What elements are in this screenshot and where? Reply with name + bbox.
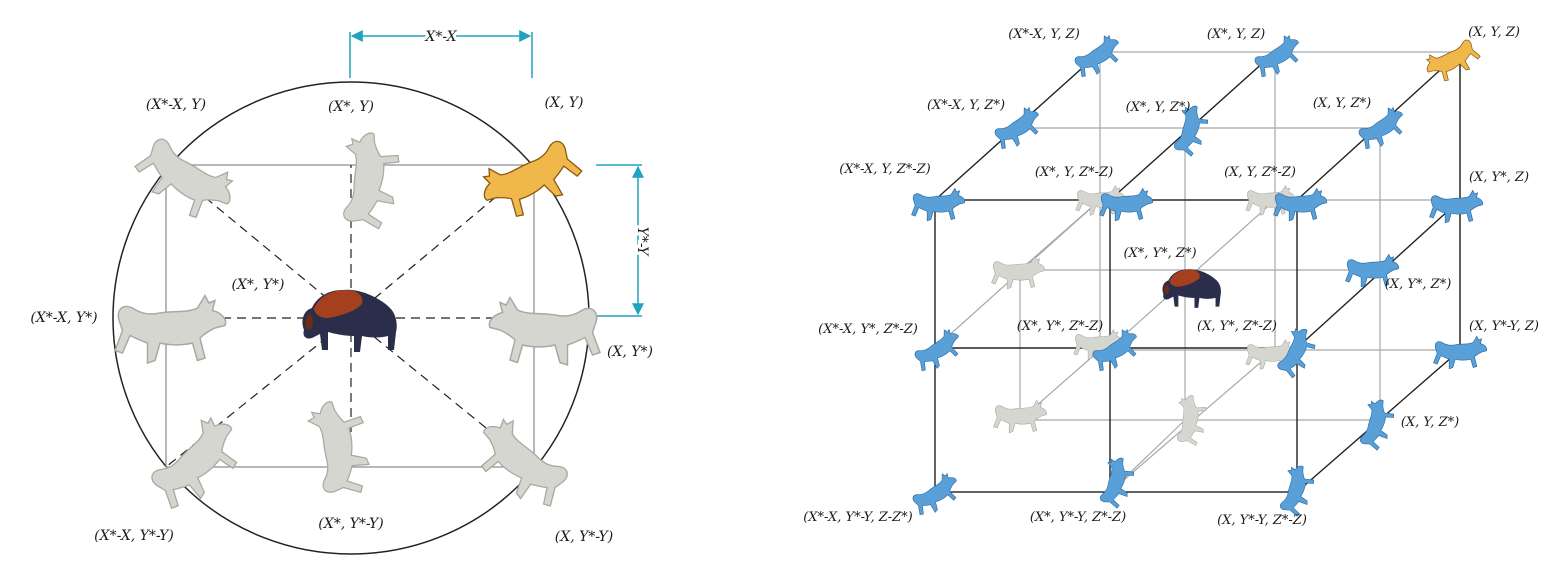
dimension-x [349,30,533,78]
label-3d-17: (X, Y, Z*) [1401,415,1459,430]
label-3d-10: (X, Y*, Z) [1469,170,1529,185]
label-3d-15: (X, Y*, Z*-Z) [1197,319,1277,334]
dimension-x-label: X*-X [424,29,457,45]
label-top-left: (X*-X, Y) [146,97,206,113]
wolf-icon [306,398,372,498]
wolf-icon [1353,395,1400,453]
label-3d-3: (X, Y, Z) [1468,25,1520,40]
left-panel: X*-X Y*-Y (X*-X, Y) (X*, Y) (X, Y) (X*, … [30,26,653,555]
wolf-icon [911,188,966,222]
label-3d-8: (X*, Y, Z*-Z) [1035,165,1113,180]
label-mid-left: (X*-X, Y*) [30,310,97,326]
label-bottom-mid: (X*, Y*-Y) [318,516,383,532]
label-top-mid: (X*, Y) [328,99,374,115]
label-3d-2: (X*, Y, Z) [1207,27,1265,42]
dimension-y-label: Y*-Y [634,227,650,257]
label-3d-7: (X*-X, Y, Z*-Z) [839,162,930,177]
label-3d-12: (X, Y*, Z*) [1385,277,1452,292]
wolf-icon [991,256,1046,290]
wolf-icon [1429,190,1484,224]
label-bottom-left: (X*-X, Y*-Y) [94,528,174,544]
label-center: (X*, Y*) [231,277,284,293]
wolf-icon [1273,461,1320,519]
wolf-icon [128,126,244,232]
wolf-icon [463,409,579,516]
wolf-icon [907,469,966,520]
label-3d-19: (X*, Y*-Y, Z*-Z) [1030,510,1126,525]
dimension-y [596,164,644,317]
bison-prey-icon [302,289,397,352]
label-bottom-right: (X, Y*-Y) [555,529,613,545]
wolf-icon [332,128,406,232]
label-3d-18: (X*-X, Y*-Y, Z-Z*) [803,510,913,525]
right-panel: (X*-X, Y, Z) (X*, Y, Z) (X, Y, Z) (X*-X,… [803,25,1539,528]
bison-prey-icon [1162,269,1221,308]
label-3d-11: (X*, Y*, Z*) [1123,246,1196,261]
label-3d-6: (X, Y, Z*) [1313,96,1371,111]
label-mid-right: (X, Y*) [607,344,653,360]
label-3d-9: (X, Y, Z*-Z) [1224,165,1296,180]
label-3d-5: (X*, Y, Z*) [1126,100,1191,115]
wolf-icon [139,407,254,518]
wolf-icon [1093,453,1140,511]
label-3d-14: (X*, Y*, Z*-Z) [1017,319,1103,334]
label-3d-1: (X*-X, Y, Z) [1008,27,1080,42]
wolf-icon [114,294,227,364]
label-top-right: (X, Y) [544,95,583,111]
wolf-icon [909,325,968,376]
label-3d-13: (X*-X, Y*, Z*-Z) [818,322,918,337]
wolf-icon [488,296,601,366]
leader-wolf-icon [472,128,588,230]
label-3d-20: (X, Y*-Y, Z*-Z) [1217,513,1307,528]
label-3d-4: (X*-X, Y, Z*) [927,98,1005,113]
label-3d-16: (X, Y*-Y, Z) [1469,319,1539,334]
